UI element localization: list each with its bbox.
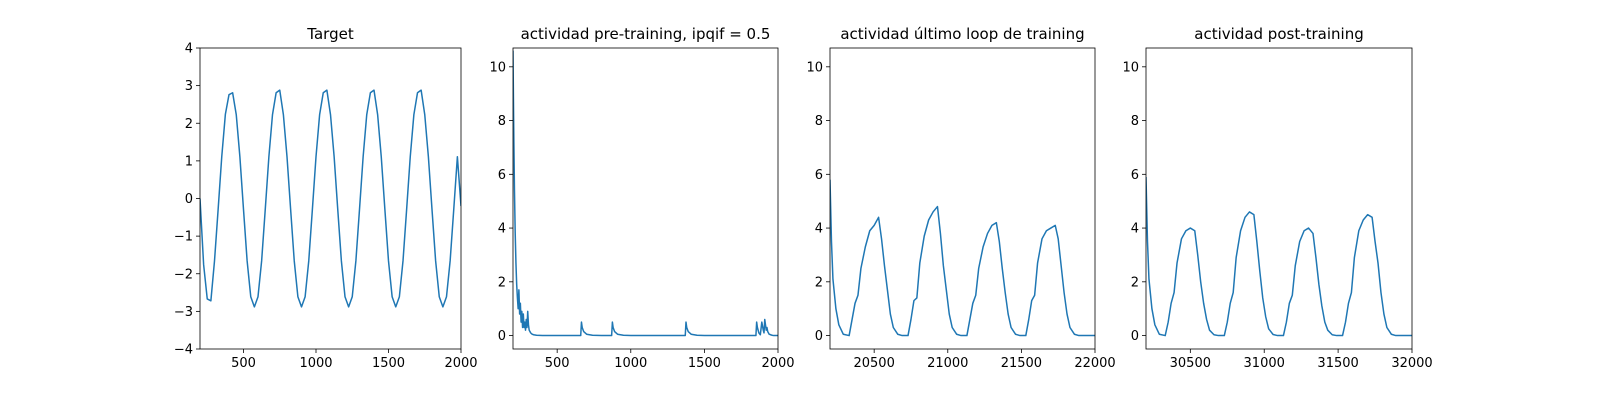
y-tick-label: 2: [498, 275, 506, 290]
x-tick-label: 32000: [1391, 356, 1432, 371]
y-tick-label: −2: [174, 267, 193, 282]
y-tick-label: 8: [1131, 114, 1139, 129]
y-tick-label: 8: [815, 114, 823, 129]
y-tick-label: 8: [498, 114, 506, 129]
y-tick-label: −3: [174, 305, 193, 320]
y-tick-label: −4: [174, 343, 193, 358]
x-tick-label: 20500: [853, 356, 894, 371]
axes-frame: [829, 47, 1096, 350]
subplot-title: Target: [306, 25, 354, 43]
series-line-1: [1146, 176, 1412, 337]
y-tick-label: 4: [498, 222, 506, 237]
x-tick-label: 30500: [1170, 356, 1211, 371]
subplot-2: 500 1000 1500 2000 0 2 4 6 8 10 actividad pre-trai…: [489, 25, 794, 371]
y-tick-label: 10: [1122, 60, 1139, 75]
y-tick-label: 6: [498, 168, 506, 183]
y-tick-label: 2: [185, 117, 193, 132]
x-tick-label: 1500: [688, 356, 721, 371]
series-line-1: [830, 179, 1095, 337]
y-tick-label: 0: [815, 329, 823, 344]
y-tick-label: 1: [185, 154, 193, 169]
y-tick-label: 4: [1131, 222, 1139, 237]
y-tick-label: 4: [185, 42, 193, 57]
y-tick-label: 0: [185, 192, 193, 207]
x-tick-label: 2000: [444, 356, 477, 371]
x-tick-label: 31500: [1317, 356, 1358, 371]
y-tick-label: 3: [185, 79, 193, 94]
y-tick-label: 10: [489, 60, 506, 75]
series-line-1: [513, 50, 778, 337]
y-tick-label: 2: [1131, 275, 1139, 290]
axes-frame: [1145, 47, 1413, 350]
subplot-4: 30500 31000 31500 32000 0 2 4 6 8 10 actividad pos…: [1122, 25, 1432, 371]
series-line-1: [200, 89, 461, 308]
x-tick-label: 1500: [372, 356, 405, 371]
x-tick-label: 21000: [927, 356, 968, 371]
x-tick-label: 31000: [1244, 356, 1285, 371]
x-tick-label: 2000: [761, 356, 794, 371]
axes-frame: [512, 47, 779, 350]
x-tick-label: 22000: [1074, 356, 1115, 371]
y-tick-label: 6: [1131, 168, 1139, 183]
y-tick-label: 0: [1131, 329, 1139, 344]
subplot-1: 500 1000 1500 2000 −4 −3 −2 −1 0 1 2 3 4 Target: [174, 25, 478, 371]
y-tick-label: 4: [815, 222, 823, 237]
subplot-3: 20500 21000 21500 22000 0 2 4 6 8 10 actividad últ…: [806, 25, 1115, 371]
y-tick-label: −1: [174, 230, 193, 245]
y-tick-label: 6: [815, 168, 823, 183]
x-tick-label: 500: [545, 356, 570, 371]
subplot-title: actividad último loop de training: [840, 25, 1084, 43]
y-tick-label: 2: [815, 275, 823, 290]
y-tick-label: 10: [806, 60, 823, 75]
x-tick-label: 1000: [299, 356, 332, 371]
x-tick-label: 500: [231, 356, 256, 371]
x-tick-label: 1000: [614, 356, 647, 371]
subplot-title: actividad post-training: [1194, 25, 1363, 43]
subplot-title: actividad pre-training, ipqif = 0.5: [521, 25, 771, 43]
y-tick-label: 0: [498, 329, 506, 344]
x-tick-label: 21500: [1001, 356, 1042, 371]
